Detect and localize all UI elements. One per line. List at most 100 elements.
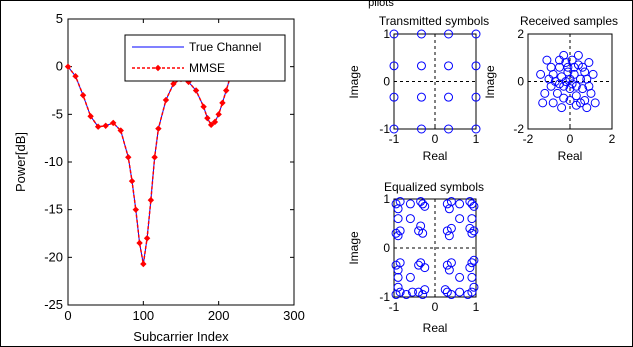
received-point	[584, 58, 594, 67]
received-point	[565, 74, 575, 84]
legend-true-channel-label: True Channel	[189, 40, 261, 54]
transmitted-point	[471, 124, 481, 134]
power-ytick-label: 5	[56, 11, 63, 26]
equalized-point	[395, 287, 405, 297]
equalized-plot: Equalized symbols -1 0 1 1 0 -1 Real Image	[347, 180, 484, 335]
transmitted-point	[416, 124, 426, 134]
equalized-ytick-label: 0	[383, 241, 390, 255]
mmse-marker	[215, 111, 222, 118]
equalized-ylabel: Image	[347, 231, 361, 265]
received-point	[576, 98, 585, 108]
received-point	[582, 103, 592, 113]
equalized-point	[467, 272, 477, 282]
mmse-marker	[117, 127, 124, 134]
power-xtick-label: 100	[132, 308, 154, 323]
equalized-point	[469, 282, 479, 292]
equalized-point	[393, 282, 403, 292]
transmitted-ytick-label: 1	[383, 27, 390, 41]
power-ytick-label: -10	[44, 154, 63, 169]
mmse-marker	[200, 103, 207, 110]
equalized-point	[467, 228, 477, 238]
mmse-marker	[136, 239, 143, 247]
power-xtick-label: 300	[283, 308, 305, 323]
equalized-point	[455, 199, 465, 209]
transmitted-point	[471, 92, 481, 102]
mmse-marker	[207, 121, 215, 129]
equalized-point	[393, 214, 403, 224]
transmitted-point	[444, 92, 454, 102]
equalized-point	[455, 214, 465, 224]
power-ylabel: Power[dB]	[13, 132, 28, 192]
equalized-point	[467, 258, 477, 268]
equalized-point	[405, 272, 415, 282]
mmse-marker	[79, 92, 87, 99]
received-point	[571, 81, 581, 91]
legend-mmse-marker	[154, 64, 162, 72]
received-title: Received samples	[520, 14, 618, 28]
equalized-xtick-label: 1	[473, 300, 480, 314]
received-point	[565, 84, 575, 94]
received-xtick-label: -2	[523, 132, 534, 146]
mmse-marker	[170, 80, 177, 88]
equalized-point	[465, 263, 475, 273]
equalized-point	[469, 201, 479, 211]
equalized-point	[463, 290, 473, 300]
legend-mmse-label: MMSE	[189, 61, 225, 75]
power-ytick-label: 0	[56, 59, 63, 74]
transmitted-point	[444, 124, 454, 134]
received-point	[557, 103, 567, 113]
equalized-point	[414, 260, 424, 270]
equalized-point	[455, 287, 465, 297]
equalized-point	[393, 272, 403, 282]
equalized-point	[444, 204, 454, 214]
received-point	[563, 62, 573, 72]
mmse-marker	[222, 87, 230, 94]
received-point	[571, 91, 581, 101]
equalized-point	[446, 290, 456, 300]
transmitted-point	[444, 29, 454, 39]
power-plot: 0 100 200 300 5 0 -5 -10 -15 -20 -25 Subcarrier In…	[13, 11, 305, 344]
transmitted-ytick-label: -1	[379, 122, 390, 136]
mmse-marker	[211, 118, 219, 126]
equalized-point	[414, 226, 424, 236]
received-point	[578, 84, 588, 94]
equalized-point	[414, 287, 424, 297]
power-ytick-label: -25	[44, 297, 63, 312]
legend-box	[124, 34, 286, 82]
received-point	[578, 62, 588, 72]
equalized-point	[416, 221, 426, 231]
received-point	[573, 50, 583, 60]
transmitted-point	[389, 61, 399, 71]
equalized-point	[440, 285, 450, 295]
received-point	[588, 69, 598, 79]
mmse-marker	[162, 96, 170, 104]
equalized-point	[467, 214, 477, 224]
received-xlabel: Real	[558, 149, 583, 163]
equalized-point	[469, 255, 479, 265]
mmse-marker	[72, 72, 79, 80]
equalized-point	[393, 204, 403, 214]
equalized-point	[420, 263, 430, 273]
received-point	[586, 88, 596, 98]
mmse-marker	[102, 122, 109, 129]
equalized-title: Equalized symbols	[384, 180, 484, 194]
power-ytick-label: -5	[51, 106, 63, 121]
transmitted-ylabel: Image	[347, 65, 361, 99]
received-point	[571, 100, 581, 110]
mmse-marker	[143, 235, 151, 242]
received-point	[567, 79, 577, 89]
received-xtick-label: 0	[567, 132, 574, 146]
transmitted-point	[416, 61, 426, 71]
transmitted-point	[389, 92, 399, 102]
received-point	[559, 93, 569, 103]
equalized-point	[393, 231, 403, 241]
equalized-point	[395, 226, 405, 236]
received-point	[561, 77, 571, 86]
received-point	[550, 77, 560, 86]
equalized-point	[407, 287, 417, 297]
mmse-marker	[219, 99, 226, 107]
power-ytick-label: -20	[44, 249, 63, 264]
received-ytick-label: 0	[517, 75, 524, 89]
mmse-marker	[151, 154, 158, 161]
